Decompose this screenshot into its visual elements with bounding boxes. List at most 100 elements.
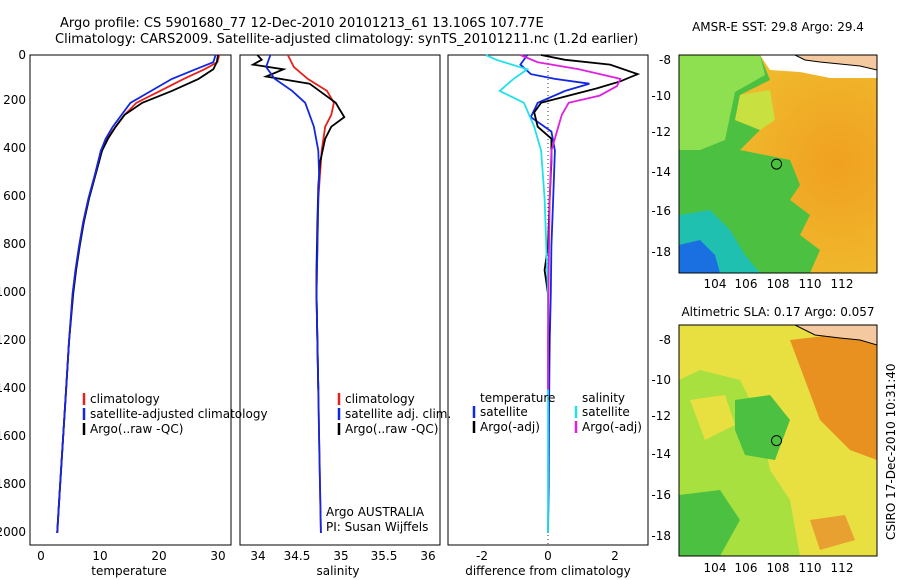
legend-entry: Argo(-adj) xyxy=(582,420,642,434)
sla-land xyxy=(794,325,877,346)
x-tick-label: 106 xyxy=(735,277,758,291)
y-tick-label: -18 xyxy=(651,245,671,259)
figure-title-line2: Climatology: CARS2009. Satellite-adjuste… xyxy=(55,32,638,47)
legend-entry: satellite xyxy=(582,405,630,419)
x-tick-label: 10 xyxy=(92,549,107,563)
depth-tick-label: 1800 xyxy=(0,477,26,491)
x-tick-label: 34 xyxy=(250,549,265,563)
x-tick-label: 104 xyxy=(704,277,727,291)
legend-heading: temperature xyxy=(480,391,555,405)
y-tick-label: -18 xyxy=(651,529,671,543)
temperature-legend: climatology satellite-adjusted climatolo… xyxy=(82,392,268,436)
sst-map-frame xyxy=(678,54,878,274)
legend-entry: Argo(-adj) xyxy=(480,420,540,434)
y-tick-label: -16 xyxy=(651,488,671,502)
sla-argo-location-marker xyxy=(771,435,782,447)
x-tick-label: 36 xyxy=(420,549,435,563)
sst-lightgreen-patch xyxy=(679,55,765,150)
y-tick-label: -10 xyxy=(651,373,671,387)
depth-tick-label: 1400 xyxy=(0,381,26,395)
figure-title-line1: Argo profile: CS 5901680_77 12-Dec-2010 … xyxy=(60,16,544,31)
x-tick-label: 108 xyxy=(767,277,790,291)
temperature-x-ticks: 0 10 20 30 xyxy=(37,549,225,563)
sla-orange-region xyxy=(790,330,877,460)
legend-entry: climatology xyxy=(90,392,160,406)
legend-heading: salinity xyxy=(582,391,625,405)
difference-salinity-argo-line xyxy=(520,54,622,390)
sst-yellowgreen-patch xyxy=(735,90,775,130)
legend-entry: Argo(..raw -QC) xyxy=(90,422,183,436)
y-tick-label: -12 xyxy=(651,409,671,423)
salinity-x-ticks: 34 34.5 35 35.5 36 xyxy=(250,549,435,563)
legend-entry: climatology xyxy=(345,392,415,406)
sst-blue-patch xyxy=(679,240,720,273)
temperature-satellite-adjusted-line xyxy=(56,54,217,534)
x-tick-label: 30 xyxy=(210,549,225,563)
x-tick-label: 110 xyxy=(799,561,822,575)
salinity-series-group xyxy=(250,54,346,534)
temperature-plot-frame xyxy=(29,54,232,546)
sst-argo-location-marker xyxy=(771,158,782,170)
x-tick-label: 106 xyxy=(735,561,758,575)
y-tick-label: -10 xyxy=(651,89,671,103)
salinity-argo-line xyxy=(250,54,346,390)
depth-axis-labels: 0 200 400 600 800 1000 1200 1400 1600 18… xyxy=(0,48,26,539)
legend-entry: satellite adj. clim. xyxy=(345,407,451,421)
x-tick-label: 20 xyxy=(151,549,166,563)
depth-tick-label: 800 xyxy=(3,237,26,251)
temperature-argo-line xyxy=(56,54,219,534)
legend-entry: satellite-adjusted climatology xyxy=(90,407,268,421)
sla-map-title: Altimetric SLA: 0.17 Argo: 0.057 xyxy=(681,305,874,319)
depth-tick-label: 2000 xyxy=(0,525,26,539)
sst-y-ticks: -8 -10 -12 -14 -16 -18 xyxy=(651,53,671,259)
x-tick-label: 112 xyxy=(831,561,854,575)
difference-x-ticks: -2 0 2 xyxy=(476,549,619,563)
depth-tick-label: 400 xyxy=(3,141,26,155)
x-tick-label: 0 xyxy=(37,549,45,563)
sla-yellow-patch xyxy=(690,395,735,440)
x-tick-label: 34.5 xyxy=(284,549,311,563)
sla-map-frame xyxy=(678,324,878,557)
difference-legend: temperature satellite Argo(-adj) salinit… xyxy=(472,391,642,434)
temperature-axis-label: temperature xyxy=(91,564,166,578)
sla-orange-patch xyxy=(810,515,855,550)
credit-timestamp: CSIRO 17-Dec-2010 10:31:40 xyxy=(884,363,898,540)
sst-x-ticks: 104 106 108 110 112 xyxy=(704,277,854,291)
sla-green-blob xyxy=(679,490,740,556)
x-tick-label: 35 xyxy=(333,549,348,563)
depth-tick-label: 200 xyxy=(3,93,26,107)
y-tick-label: -12 xyxy=(651,125,671,139)
y-tick-label: -14 xyxy=(651,165,671,179)
y-tick-label: -8 xyxy=(659,333,671,347)
salinity-satellite-adjusted-line xyxy=(265,54,322,534)
x-tick-label: 35.5 xyxy=(371,549,398,563)
x-tick-label: 104 xyxy=(704,561,727,575)
salinity-legend: climatology satellite adj. clim. Argo(..… xyxy=(337,392,451,436)
depth-tick-label: 0 xyxy=(18,48,26,62)
depth-tick-label: 1200 xyxy=(0,333,26,347)
float-owner-annotation: Argo AUSTRALIA xyxy=(326,505,425,519)
y-tick-label: -16 xyxy=(651,204,671,218)
y-tick-label: -8 xyxy=(659,53,671,67)
sst-map-title: AMSR-E SST: 29.8 Argo: 29.4 xyxy=(692,20,864,34)
x-tick-label: 112 xyxy=(831,277,854,291)
x-tick-label: 110 xyxy=(799,277,822,291)
sla-y-ticks: -8 -10 -12 -14 -16 -18 xyxy=(651,333,671,543)
legend-entry: satellite xyxy=(480,405,528,419)
salinity-plot-frame xyxy=(239,54,441,546)
salinity-axis-label: salinity xyxy=(316,564,359,578)
x-tick-label: -2 xyxy=(476,549,488,563)
pi-annotation: PI: Susan Wijffels xyxy=(326,520,428,534)
difference-temperature-argo-line xyxy=(533,54,641,390)
depth-tick-label: 600 xyxy=(3,189,26,203)
depth-tick-label: 1000 xyxy=(0,285,26,299)
x-tick-label: 0 xyxy=(544,549,552,563)
temperature-series-group xyxy=(56,54,221,534)
sla-x-ticks: 104 106 108 110 112 xyxy=(704,561,854,575)
x-tick-label: 108 xyxy=(767,561,790,575)
difference-temperature-satellite-line xyxy=(519,54,590,534)
difference-axis-label: difference from climatology xyxy=(465,564,631,578)
sst-map-image xyxy=(679,55,877,273)
salinity-climatology-line xyxy=(286,54,335,534)
y-tick-label: -14 xyxy=(651,447,671,461)
